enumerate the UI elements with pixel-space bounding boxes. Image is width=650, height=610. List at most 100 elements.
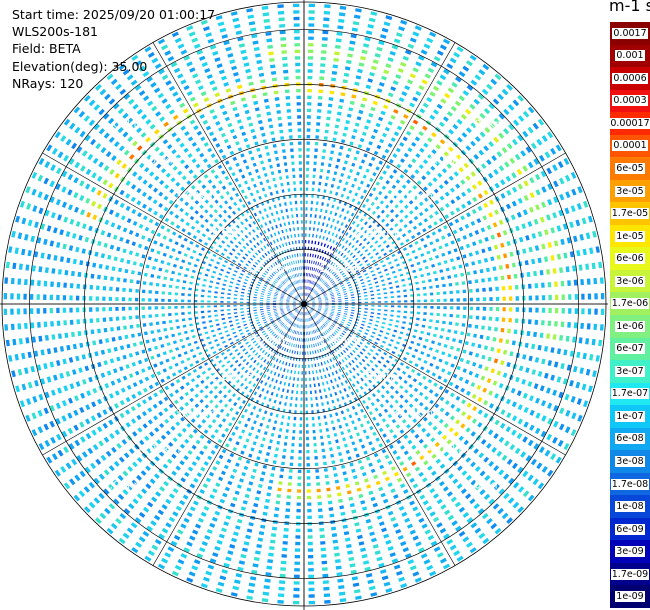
range-gate-cell: [274, 313, 278, 315]
range-gate-cell: [330, 293, 334, 295]
range-gate-cell: [316, 312, 319, 315]
range-gate-cell: [461, 411, 467, 417]
range-gate-cell: [300, 325, 302, 329]
range-gate-cell: [295, 309, 298, 312]
range-gate-cell: [541, 400, 547, 407]
range-gate-cell: [151, 544, 159, 551]
range-gate-cell: [181, 427, 187, 433]
range-gate-cell: [174, 241, 179, 246]
range-gate-cell: [306, 135, 311, 139]
range-gate-cell: [252, 468, 257, 473]
range-gate-cell: [309, 309, 312, 313]
range-gate-cell: [355, 335, 359, 338]
range-gate-cell: [242, 399, 246, 404]
range-gate-cell: [241, 472, 246, 477]
range-gate-cell: [402, 136, 408, 142]
range-gate-cell: [299, 311, 301, 315]
range-gate-cell: [171, 453, 177, 459]
range-gate-cell: [311, 187, 315, 192]
range-gate-cell: [220, 336, 224, 340]
range-gate-cell: [366, 183, 371, 188]
range-gate-cell: [114, 212, 120, 218]
range-gate-cell: [105, 450, 112, 457]
range-gate-cell: [399, 331, 404, 335]
range-gate-cell: [171, 470, 177, 476]
range-gate-cell: [86, 390, 92, 397]
range-gate-cell: [498, 488, 505, 495]
range-gate-cell: [384, 309, 388, 312]
range-gate-cell: [263, 585, 270, 590]
range-gate-cell: [537, 231, 543, 237]
range-gate-cell: [381, 575, 389, 581]
range-gate-cell: [181, 312, 185, 315]
range-gate-cell: [156, 232, 161, 237]
range-gate-cell: [503, 473, 510, 480]
range-gate-cell: [282, 292, 286, 294]
range-gate-cell: [323, 189, 327, 193]
range-gate-cell: [56, 320, 61, 326]
range-gate-cell: [73, 106, 81, 114]
range-gate-cell: [179, 159, 185, 165]
range-gate-cell: [352, 229, 356, 233]
range-gate-cell: [266, 298, 270, 300]
range-gate-cell: [373, 474, 379, 480]
range-gate-cell: [482, 387, 488, 393]
range-gate-cell: [323, 10, 331, 15]
range-gate-cell: [316, 201, 319, 205]
range-gate-cell: [440, 98, 447, 104]
range-gate-cell: [237, 241, 242, 245]
range-gate-cell: [411, 158, 417, 164]
range-gate-cell: [308, 3, 315, 8]
range-gate-cell: [224, 260, 228, 264]
range-gate-cell: [360, 103, 366, 108]
range-gate-cell: [318, 514, 324, 519]
range-gate-cell: [199, 399, 204, 404]
range-gate-cell: [128, 306, 132, 311]
range-gate-cell: [403, 152, 409, 158]
range-gate-cell: [302, 351, 304, 355]
range-gate-cell: [450, 415, 455, 421]
range-gate-cell: [146, 525, 153, 532]
range-gate-cell: [305, 410, 308, 414]
range-gate-cell: [462, 289, 467, 294]
range-gate-cell: [222, 492, 228, 498]
range-gate-cell: [65, 462, 72, 470]
range-gate-cell: [265, 572, 272, 577]
range-gate-cell: [400, 119, 406, 125]
range-gate-cell: [300, 311, 302, 315]
range-gate-cell: [378, 160, 383, 165]
range-gate-cell: [171, 248, 176, 252]
range-gate-cell: [229, 196, 234, 201]
range-gate-cell: [298, 318, 300, 322]
range-gate-cell: [96, 189, 102, 196]
range-gate-cell: [254, 352, 259, 356]
range-gate-cell: [516, 168, 523, 175]
range-gate-cell: [283, 280, 287, 283]
range-gate-cell: [443, 378, 448, 383]
range-gate-cell: [371, 308, 375, 311]
range-gate-cell: [378, 40, 385, 46]
range-gate-cell: [214, 199, 219, 204]
range-gate-cell: [245, 361, 250, 366]
range-gate-cell: [200, 583, 208, 589]
range-gate-cell: [426, 37, 434, 44]
range-gate-cell: [393, 471, 399, 477]
range-gate-cell: [560, 363, 565, 370]
range-gate-cell: [498, 383, 504, 389]
range-gate-cell: [326, 259, 329, 263]
range-gate-cell: [61, 201, 67, 208]
range-gate-cell: [482, 287, 486, 292]
range-gate-cell: [226, 348, 231, 352]
range-gate-cell: [11, 230, 16, 238]
range-gate-cell: [86, 211, 92, 218]
range-gate-cell: [272, 282, 276, 285]
range-gate-cell: [315, 469, 319, 473]
range-gate-cell: [444, 191, 450, 197]
range-gate-cell: [252, 237, 256, 241]
range-gate-cell: [293, 416, 297, 421]
range-gate-cell: [441, 252, 446, 257]
range-gate-cell: [517, 418, 523, 425]
range-gate-cell: [253, 302, 257, 304]
range-gate-cell: [376, 88, 383, 93]
range-gate-cell: [488, 287, 493, 292]
